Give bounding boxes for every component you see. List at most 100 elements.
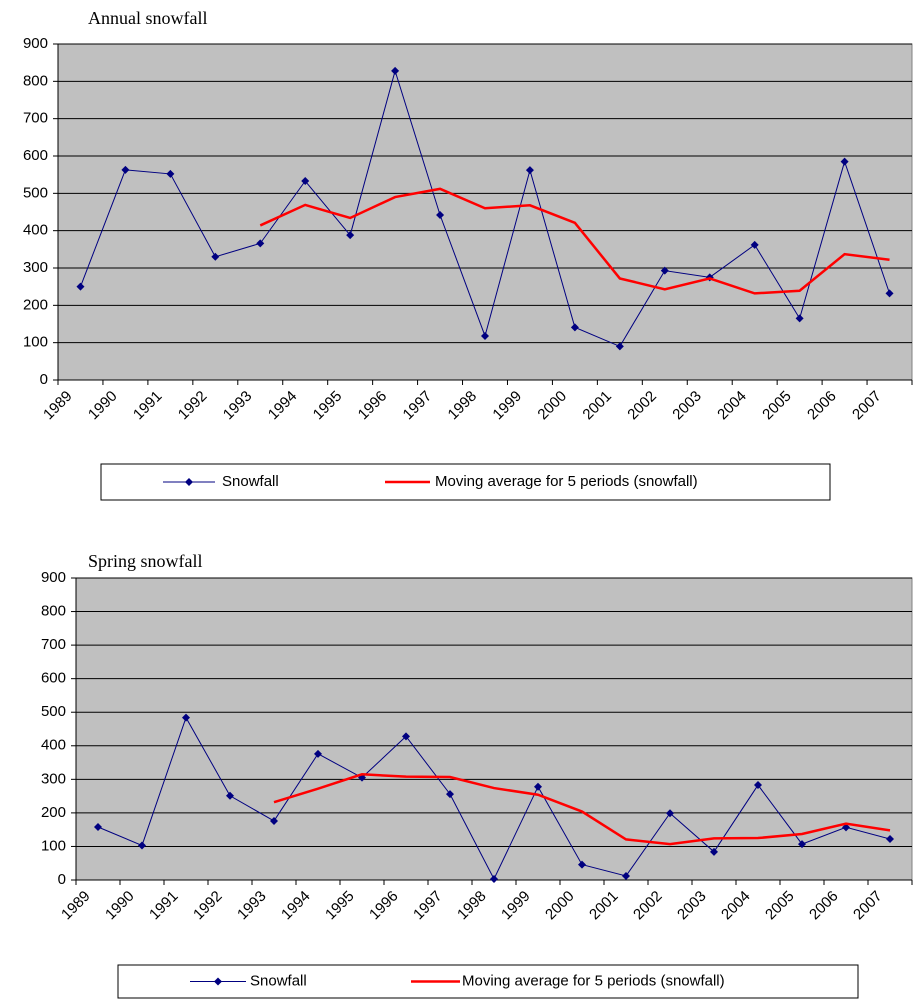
x-tick-label: 2000 [534,388,570,424]
series-line [259,187,890,295]
data-point [402,732,410,741]
y-tick-label: 900 [41,569,66,586]
data-point [666,809,674,818]
data-point [660,266,669,275]
data-point [314,749,322,758]
legend-marker [185,478,193,486]
data-point [76,282,85,291]
y-tick-label: 0 [40,371,48,388]
x-tick-label: 1996 [366,888,402,924]
y-tick-label: 700 [23,110,48,127]
data-point [138,841,146,850]
data-point [121,165,130,174]
y-tick-label: 400 [41,737,66,754]
data-point [391,66,400,75]
data-point [446,790,454,799]
data-point [885,289,894,298]
data-point [270,816,278,825]
x-tick-label: 1991 [146,888,182,924]
data-point [798,840,806,849]
x-tick-label: 1993 [234,888,270,924]
x-tick-label: 1999 [498,888,534,924]
y-tick-label: 900 [23,35,48,52]
y-tick-label: 100 [23,334,48,351]
legend [100,463,831,501]
x-tick-label: 2003 [674,888,710,924]
x-tick-label: 2006 [806,888,842,924]
y-tick-label: 500 [41,703,66,720]
data-point [346,231,355,240]
data-point [211,252,220,261]
x-tick-label: 2007 [849,388,885,424]
y-tick-label: 0 [58,871,66,888]
x-tick-label: 2004 [714,388,750,424]
data-point [256,239,265,248]
x-tick-label: 1994 [265,388,301,424]
series-line [273,773,891,846]
data-point [886,835,894,844]
x-tick-label: 1999 [489,388,525,424]
x-tick-label: 2002 [624,388,660,424]
data-point [578,860,586,869]
x-tick-label: 2002 [630,888,666,924]
x-tick-label: 1989 [58,888,94,924]
x-tick-label: 2004 [718,888,754,924]
legend-label: Snowfall [250,972,307,989]
x-tick-label: 1994 [278,888,314,924]
y-tick-label: 200 [23,296,48,313]
data-point [301,177,310,186]
data-point [525,166,534,175]
x-tick-label: 2001 [586,888,622,924]
y-tick-label: 800 [41,603,66,620]
data-point [754,781,762,790]
x-tick-label: 1995 [310,388,346,424]
data-point [534,782,542,791]
y-tick-label: 300 [41,770,66,787]
x-tick-label: 2001 [579,388,615,424]
legend-label: Moving average for 5 periods (snowfall) [435,473,698,490]
x-tick-label: 1997 [400,388,436,424]
data-point [840,157,849,166]
data-point [622,871,630,880]
chart-title: Spring snowfall [88,551,203,571]
x-tick-label: 1992 [190,888,226,924]
legend-marker [214,977,222,986]
chart-title: Annual snowfall [88,8,207,28]
y-tick-label: 600 [41,670,66,687]
x-tick-label: 1993 [220,388,256,424]
data-point [226,791,234,800]
data-point [710,847,718,856]
y-tick-label: 100 [41,837,66,854]
data-point [490,874,498,883]
y-tick-label: 200 [41,804,66,821]
y-tick-label: 500 [23,184,48,201]
x-tick-label: 1989 [40,388,76,424]
y-tick-label: 300 [23,259,48,276]
data-point [182,713,190,722]
data-point [795,314,804,323]
y-tick-label: 400 [23,222,48,239]
data-point [615,342,624,351]
x-tick-label: 1995 [322,888,358,924]
x-tick-label: 2003 [669,388,705,424]
x-tick-label: 1997 [410,888,446,924]
x-tick-label: 1992 [175,388,211,424]
y-tick-label: 800 [23,72,48,89]
y-tick-label: 600 [23,147,48,164]
plot-area [75,577,913,881]
x-tick-label: 1991 [130,388,166,424]
x-tick-label: 1990 [102,888,138,924]
x-tick-label: 2006 [804,388,840,424]
x-tick-label: 1998 [454,888,490,924]
y-tick-label: 700 [41,636,66,653]
data-point [166,169,175,178]
data-point [570,323,579,332]
data-point [94,822,102,831]
x-tick-label: 1990 [85,388,121,424]
x-tick-label: 2005 [762,888,798,924]
plot-area [57,43,913,381]
data-point [436,210,445,219]
legend-label: Snowfall [222,473,279,490]
x-tick-label: 2007 [850,888,886,924]
